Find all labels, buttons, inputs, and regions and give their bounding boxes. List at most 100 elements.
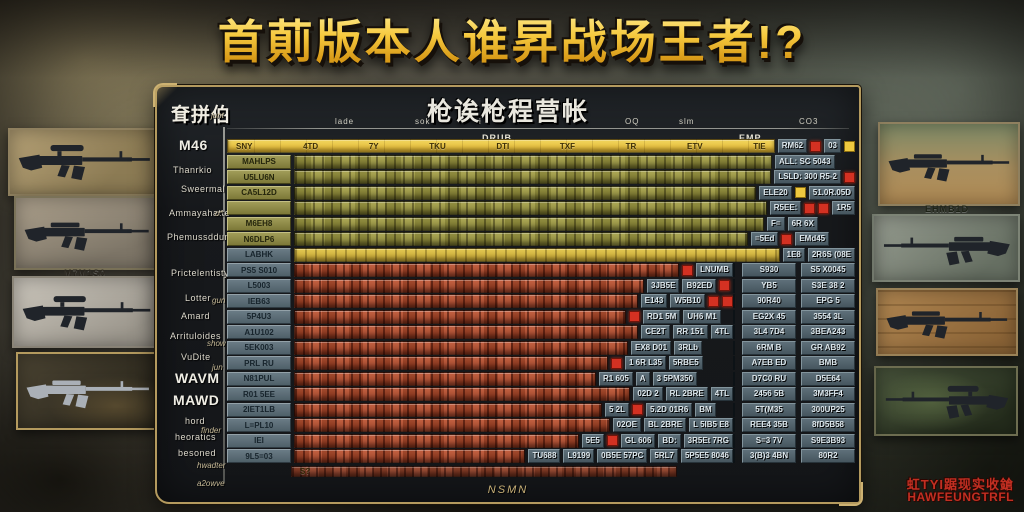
table-row: L5003 3JB5E B92ED YB5 S3E 38 2 xyxy=(227,278,855,293)
table-row: R01 5EE 02D 2 RL 2BRE 4TL 2456 5B 3M3FF4 xyxy=(227,387,855,401)
red-indicator-square xyxy=(844,171,855,183)
value-cell: 3R5Et 7RG xyxy=(683,433,733,448)
right-value-cell: S3E 38 2 xyxy=(801,278,855,293)
top-shade xyxy=(0,0,1024,78)
right-value-cell: 80R2 xyxy=(801,449,855,463)
yellow-indicator-square xyxy=(844,140,855,152)
weapon-stats-panel: 枪诶枪程营帐 耷拼伯 lade sok i OQ slm CO3 DRUB EMP M46… xyxy=(153,83,863,506)
value-cell: E143 xyxy=(640,294,668,308)
right-columns: REE4 35B 8fD5B58 xyxy=(733,418,855,432)
value-cell: 1E8 xyxy=(782,247,805,262)
row-label: heoratics xyxy=(175,432,217,442)
stat-bar xyxy=(294,325,639,339)
row-label: Arrituloides xyxy=(170,331,222,341)
right-columns: 3(B)3 4BN 80R2 xyxy=(733,449,855,463)
value-cell: 5E5 xyxy=(581,433,604,448)
stat-bar xyxy=(294,340,628,355)
stat-bar xyxy=(294,154,772,169)
row-key-cell xyxy=(227,201,291,215)
bar-segment-label: 4TD xyxy=(303,141,319,151)
axis-note: show xyxy=(207,339,226,348)
panel-corner-label: 耷拼伯 xyxy=(171,105,232,126)
axis-note: gun xyxy=(212,296,226,305)
red-indicator-square xyxy=(611,357,622,369)
right-value-cell: 3BEA243 xyxy=(801,325,855,339)
yellow-indicator-square xyxy=(794,187,806,198)
bar-segment-label: TIE xyxy=(753,141,766,151)
stat-bar: SNY 4TD 7Y TKU DTI TXF TR ETV TIE xyxy=(227,139,775,153)
value-cell: BL 2BRE xyxy=(644,418,687,432)
value-cell: F= xyxy=(767,216,785,231)
right-value-cell: D7C0 RU xyxy=(742,371,796,386)
gun-thumbnail-left-4 xyxy=(16,352,160,430)
value-cell: 1R5 xyxy=(832,201,855,215)
value-cell: EX8 D01 xyxy=(631,340,672,355)
table-row: PS5 S010 LNUMB S930 S5 X0045 xyxy=(227,263,855,277)
row-label: VuDite xyxy=(181,352,211,362)
row-key-cell: A1U102 xyxy=(227,325,291,339)
ruler-tick-label: lade xyxy=(335,117,355,126)
value-cell: LNUMB xyxy=(696,263,733,277)
value-cell: BD: xyxy=(658,433,681,448)
row-label: Thanrkio xyxy=(173,165,213,175)
value-cell: 51.0R.05D xyxy=(808,185,855,200)
axis-note: jun xyxy=(212,363,223,372)
row-label: WAVM xyxy=(175,370,220,386)
right-value-cell: S5 X0045 xyxy=(801,263,855,277)
row-key-cell: PRL RU xyxy=(227,356,291,370)
watermark-line-2: HAWFEUNGTRFL xyxy=(907,490,1014,505)
right-value-cell: 2456 5B xyxy=(742,387,796,401)
table-row: SNY 4TD 7Y TKU DTI TXF TR ETV TIE RM62 03 xyxy=(227,139,855,153)
rifle-icon xyxy=(20,283,154,341)
table-row: U5LU6N LSLD: 300 R5-2 xyxy=(227,170,855,184)
sniper-rifle-icon xyxy=(882,373,1011,430)
stat-bar xyxy=(294,309,626,324)
table-row: IEI 5E5 GL 606 BD: 3R5Et 7RG S=3 7V S9E3B93 xyxy=(227,433,855,448)
table-row: L=PL10 02OE BL 2BRE L 5IB5 E8 REE4 35B 8fD5B5… xyxy=(227,418,855,432)
value-cell: RD1 5M xyxy=(643,309,681,324)
red-indicator-square xyxy=(632,404,644,415)
stat-bar xyxy=(294,216,764,231)
value-cell: ALL: SC 5043 xyxy=(775,154,835,169)
axis-note: o* xyxy=(215,209,223,218)
table-row: N81PUL R1 605 A 3 5PM350 D7C0 RU D5E64 xyxy=(227,371,855,386)
right-columns: 5T(M35 300UP25 xyxy=(733,402,855,417)
table-rows: SNY 4TD 7Y TKU DTI TXF TR ETV TIE RM62 03 MAHLPS ALL… xyxy=(227,139,855,480)
right-value-cell: D5E64 xyxy=(801,371,855,386)
value-cell: 3JB5E xyxy=(647,278,680,293)
right-value-cell: EG2X 45 xyxy=(742,309,796,324)
bar-segment-label: SNY xyxy=(236,141,253,151)
table-row: M6EH8 F= 6R 6X xyxy=(227,216,855,231)
ruler-tick-label: i xyxy=(479,117,482,126)
value-cell: L 5IB5 E8 xyxy=(689,418,733,432)
value-cell: 2R6S (08E xyxy=(807,247,855,262)
watermark-line-1: 虹TYI踞现实收鎗 xyxy=(906,476,1014,492)
value-cell: 4TL xyxy=(710,325,733,339)
panel-corner-ornament xyxy=(839,482,863,506)
stat-bar xyxy=(294,278,644,293)
row-key-cell: IEI xyxy=(227,433,291,448)
stat-bar xyxy=(294,185,757,200)
table-row: N6DLP6 =5Ed EMd45 xyxy=(227,232,855,246)
row-label: besoned xyxy=(178,448,217,458)
value-cell: RR 151 xyxy=(672,325,708,339)
table-row: PRL RU 1 6R L35 5RBE5 A7EB ED BMB xyxy=(227,356,855,370)
right-columns: 2456 5B 3M3FF4 xyxy=(733,387,855,401)
axis-note: finder xyxy=(201,426,222,435)
row-key-cell: L=PL10 xyxy=(227,418,291,432)
row-key-cell: LABHK xyxy=(227,247,291,262)
stat-bar xyxy=(294,356,608,370)
gun-thumbnail-left-1 xyxy=(8,128,162,196)
value-cell: EMd45 xyxy=(795,232,830,246)
signature-text: NSMN xyxy=(487,484,529,496)
value-cell: BM xyxy=(695,402,716,417)
row-label: Lotter xyxy=(185,293,212,303)
table-row: MAHLPS ALL: SC 5043 xyxy=(227,154,855,169)
red-indicator-square xyxy=(810,140,822,152)
gun-thumbnail-right-3 xyxy=(876,288,1018,356)
scoped-rifle-icon xyxy=(16,134,154,189)
red-indicator-square xyxy=(781,233,793,245)
red-indicator-square xyxy=(606,435,618,446)
right-value-cell: YB5 xyxy=(742,278,796,293)
ruler-sub-label-right: EMP xyxy=(739,133,762,143)
